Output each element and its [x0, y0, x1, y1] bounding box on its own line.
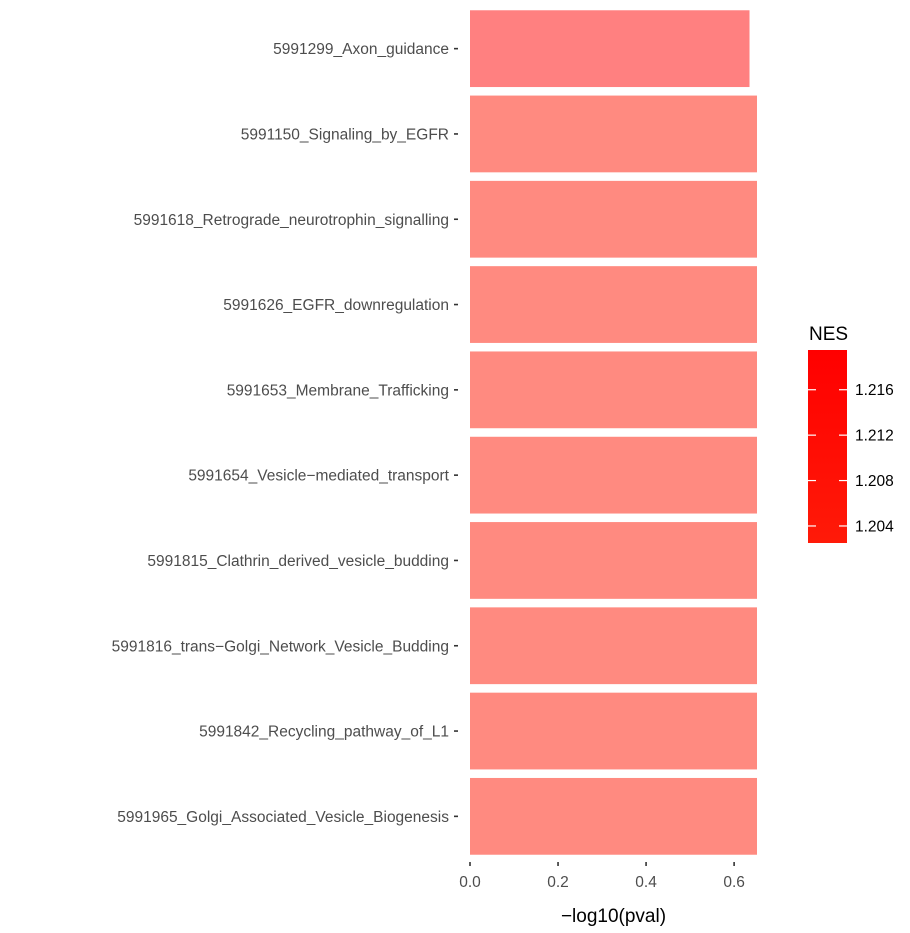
bar: [470, 351, 757, 429]
y-tick-label: 5991299_Axon_guidance: [273, 41, 449, 58]
y-tick-label: 5991965_Golgi_Associated_Vesicle_Biogene…: [117, 809, 449, 826]
y-tick-label: 5991150_Signaling_by_EGFR: [241, 126, 449, 143]
bars-layer: [470, 10, 757, 855]
y-axis: 5991299_Axon_guidance 5991150_Signaling_b…: [112, 41, 458, 826]
legend-tick-label: 1.212: [855, 428, 894, 445]
bar: [470, 266, 757, 343]
bar: [470, 522, 757, 599]
y-tick-label: 5991842_Recycling_pathway_of_L1: [199, 724, 449, 741]
legend-title: NES: [809, 324, 848, 345]
legend-tick-label: 1.204: [855, 518, 894, 535]
bar: [470, 180, 757, 258]
bar: [470, 777, 757, 855]
x-tick-label: 0.0: [459, 874, 481, 891]
y-tick-label: 5991815_Clathrin_derived_vesicle_budding: [147, 553, 449, 570]
bar: [470, 692, 757, 770]
y-tick-label: 5991653_Membrane_Trafficking: [227, 382, 449, 399]
x-axis-title: −log10(pval): [561, 906, 666, 927]
y-tick-label: 5991654_Vesicle−mediated_transport: [188, 468, 449, 485]
legend-tick-label: 1.208: [855, 473, 894, 490]
legend-tick-label: 1.216: [855, 382, 894, 399]
bar: [470, 607, 757, 685]
y-tick-label: 5991816_trans−Golgi_Network_Vesicle_Budd…: [112, 638, 449, 655]
legend-ticks: 1.204 1.208 1.212 1.216: [808, 382, 894, 535]
x-tick-label: 0.6: [723, 874, 745, 891]
bar: [470, 95, 757, 173]
x-tick-label: 0.4: [635, 874, 657, 891]
y-tick-label: 5991618_Retrograde_neurotrophin_signalli…: [134, 212, 449, 229]
bar: [470, 10, 750, 88]
x-axis: 0.0 0.2 0.4 0.6: [459, 862, 745, 891]
bar: [470, 436, 757, 514]
legend-colorbar: [808, 350, 847, 543]
legend: NES 1.204 1.208 1.212 1.216: [808, 324, 894, 543]
x-tick-label: 0.2: [547, 874, 569, 891]
y-tick-label: 5991626_EGFR_downregulation: [223, 297, 449, 314]
